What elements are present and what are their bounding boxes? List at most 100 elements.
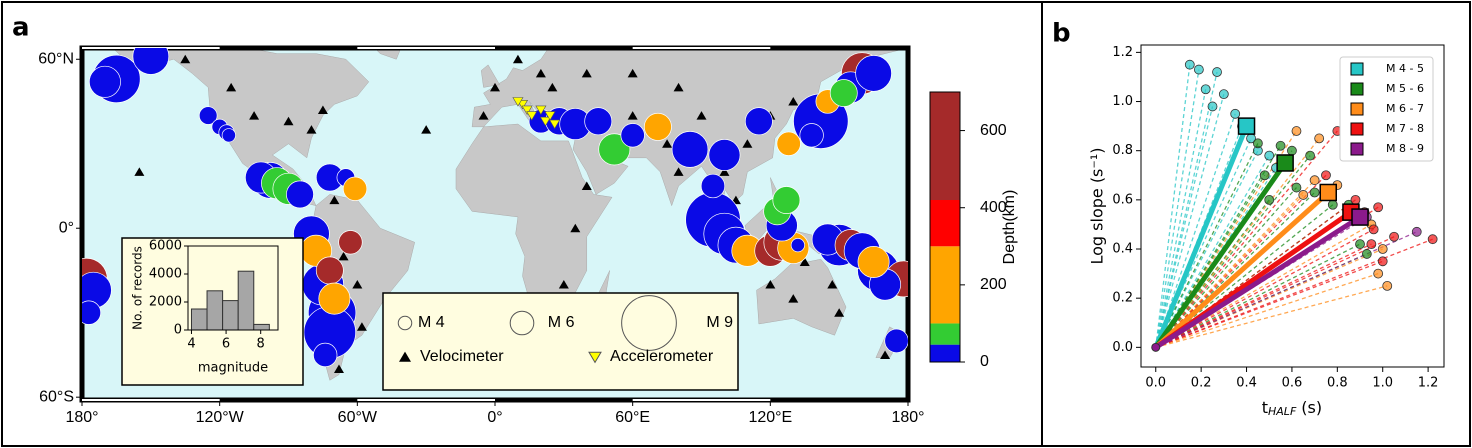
data-point	[1259, 170, 1270, 181]
y-tick-label: 2000	[149, 295, 182, 310]
inset-axes	[187, 245, 279, 331]
y-tick-label: 0.4	[1112, 242, 1133, 257]
station	[544, 111, 556, 121]
event	[884, 328, 908, 354]
event	[671, 131, 709, 168]
data-point	[1298, 190, 1309, 200]
inset-box	[121, 237, 304, 386]
colorbar-frame	[929, 91, 961, 363]
data-point	[1377, 244, 1388, 254]
x-tick-label: 120°E	[748, 409, 792, 426]
station	[317, 105, 328, 114]
station	[581, 181, 592, 190]
station	[333, 364, 344, 374]
mean-marker	[1276, 154, 1294, 172]
station	[662, 139, 673, 148]
event	[82, 300, 102, 325]
x-axis-label: tHALF (s)	[1262, 398, 1322, 419]
fit-line	[1155, 71, 1218, 348]
station	[490, 82, 500, 92]
origin-point	[1151, 342, 1161, 352]
event	[799, 123, 824, 148]
event	[772, 186, 801, 214]
fit-line	[1155, 228, 1374, 348]
panel-label: a	[12, 13, 30, 43]
station	[627, 68, 638, 78]
fit-line	[1155, 174, 1266, 348]
y-tick-label: 60°S	[39, 388, 74, 405]
station	[249, 111, 260, 120]
event	[584, 107, 613, 136]
x-tick-label: 0.8	[1327, 376, 1348, 391]
data-point	[1373, 202, 1384, 213]
event	[744, 107, 773, 136]
x-tick-label: 0.4	[1236, 376, 1257, 391]
y-tick-label: 6000	[149, 239, 182, 254]
legend-marker	[588, 351, 602, 364]
x-tick-label: 180°	[65, 409, 98, 426]
histogram-bar	[237, 270, 255, 331]
event	[776, 131, 801, 156]
data-point	[1366, 239, 1377, 249]
station	[338, 251, 349, 261]
y-tick-label: 0.8	[1112, 143, 1133, 158]
event	[708, 139, 741, 171]
fit-line	[1155, 216, 1368, 348]
data-point	[1212, 67, 1222, 77]
event	[829, 79, 858, 107]
colorbar-segment	[930, 344, 960, 362]
fit-line	[1155, 260, 1383, 348]
fit-line	[1155, 145, 1282, 348]
legend-size-marker	[509, 310, 535, 336]
station	[283, 116, 294, 126]
x-tick-label: 0°	[487, 409, 502, 426]
station	[799, 257, 810, 267]
data-point	[1207, 101, 1218, 112]
station	[539, 116, 552, 127]
legend-label: Accelerometer	[610, 348, 714, 365]
fit-line	[1155, 285, 1388, 348]
data-point	[1355, 239, 1365, 249]
fit-line	[1155, 155, 1311, 348]
event	[620, 123, 645, 148]
y-axis-label: Log slope (s⁻¹)	[1088, 148, 1107, 265]
station	[306, 125, 317, 134]
data-point	[1321, 170, 1331, 181]
x-tick-label: 6	[222, 337, 230, 352]
data-point	[1411, 226, 1422, 237]
station	[478, 111, 489, 120]
data-point	[1377, 256, 1388, 267]
station	[788, 97, 799, 106]
y-tick-label: 0.2	[1112, 291, 1133, 306]
data-point	[1350, 194, 1361, 205]
x-tick-label: 0.0	[1145, 376, 1166, 391]
histogram-bar	[222, 300, 239, 331]
station	[421, 125, 432, 134]
event	[313, 342, 338, 368]
legend-marker	[1350, 62, 1364, 76]
x-axis-label-unit: (s)	[1301, 398, 1322, 417]
fit-line	[1155, 187, 1297, 348]
legend-label: M 9	[706, 314, 733, 331]
mean-line	[1153, 161, 1288, 349]
fit-line	[1155, 199, 1356, 348]
station	[535, 68, 546, 78]
station	[226, 82, 237, 92]
data-point	[1264, 194, 1275, 205]
fit-line	[1155, 106, 1214, 348]
legend-label: M 8 - 9	[1386, 142, 1424, 155]
data-point	[1200, 84, 1211, 95]
x-tick-label: 0.2	[1191, 376, 1212, 391]
panel-label: b	[1052, 19, 1071, 49]
fit-line	[1155, 69, 1200, 348]
event	[643, 112, 672, 141]
x-axis-label-main: t	[1262, 398, 1268, 417]
x-tick-label: 120°W	[196, 409, 245, 426]
station	[549, 119, 561, 130]
fit-line	[1155, 248, 1383, 348]
event	[88, 65, 121, 98]
colorbar-segment	[930, 92, 960, 200]
event	[132, 48, 170, 75]
data-point	[1230, 108, 1241, 119]
